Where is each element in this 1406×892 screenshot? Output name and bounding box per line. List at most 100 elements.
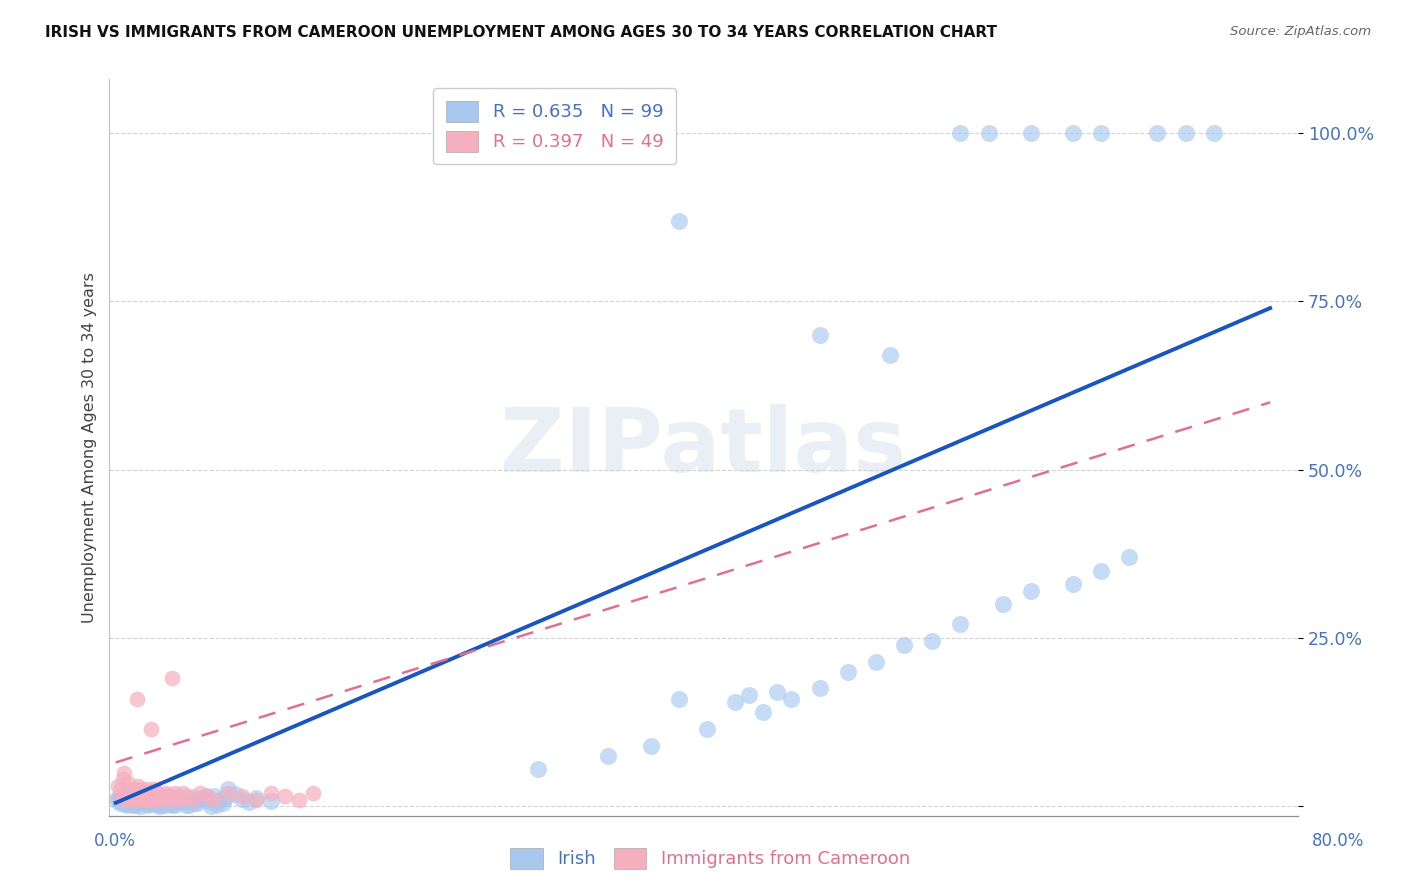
Point [668, 213, 690, 227]
Point [141, 792, 163, 806]
Point [122, 798, 145, 813]
Point [163, 797, 186, 812]
Point [120, 792, 142, 806]
Point [188, 786, 211, 800]
Point [108, 796, 131, 810]
Point [527, 762, 550, 776]
Point [1118, 550, 1140, 565]
Point [173, 794, 195, 808]
Point [111, 772, 134, 787]
Point [169, 794, 191, 808]
Point [134, 792, 156, 806]
Point [231, 789, 253, 804]
Point [1202, 126, 1225, 140]
Point [181, 792, 204, 806]
Point [128, 792, 150, 806]
Point [136, 792, 159, 806]
Point [121, 789, 143, 804]
Point [142, 782, 165, 797]
Point [166, 789, 188, 804]
Point [129, 795, 152, 809]
Point [132, 786, 155, 800]
Point [118, 786, 141, 800]
Point [174, 789, 197, 804]
Point [949, 617, 972, 632]
Point [177, 797, 200, 812]
Point [205, 797, 228, 812]
Text: 80.0%: 80.0% [1312, 831, 1365, 849]
Point [1146, 126, 1168, 140]
Point [117, 788, 139, 802]
Point [143, 796, 166, 810]
Point [766, 685, 789, 699]
Point [105, 793, 128, 807]
Point [287, 792, 309, 806]
Point [1019, 583, 1042, 598]
Point [808, 681, 831, 696]
Point [169, 792, 191, 806]
Point [879, 348, 901, 362]
Point [107, 779, 129, 793]
Point [118, 797, 141, 811]
Point [245, 792, 267, 806]
Point [1019, 126, 1042, 140]
Point [186, 797, 208, 811]
Point [668, 691, 690, 706]
Point [724, 695, 747, 709]
Point [865, 655, 887, 669]
Point [114, 792, 136, 806]
Point [115, 798, 138, 813]
Point [153, 797, 176, 812]
Point [146, 786, 169, 800]
Point [125, 691, 148, 706]
Point [131, 794, 153, 808]
Point [194, 789, 217, 804]
Point [143, 792, 166, 806]
Point [157, 789, 180, 804]
Point [991, 597, 1014, 611]
Point [214, 791, 236, 805]
Point [152, 794, 174, 808]
Text: Source: ZipAtlas.com: Source: ZipAtlas.com [1230, 25, 1371, 38]
Text: IRISH VS IMMIGRANTS FROM CAMEROON UNEMPLOYMENT AMONG AGES 30 TO 34 YEARS CORRELA: IRISH VS IMMIGRANTS FROM CAMEROON UNEMPL… [45, 25, 997, 40]
Point [136, 797, 159, 812]
Point [217, 782, 239, 797]
Point [211, 796, 233, 810]
Point [110, 792, 132, 806]
Point [138, 796, 160, 810]
Point [217, 786, 239, 800]
Point [162, 795, 184, 809]
Point [132, 795, 155, 809]
Point [149, 789, 172, 804]
Point [115, 786, 138, 800]
Point [110, 782, 132, 797]
Point [231, 792, 253, 806]
Point [752, 705, 775, 719]
Point [1062, 126, 1084, 140]
Point [139, 789, 162, 804]
Point [208, 793, 231, 807]
Point [183, 796, 205, 810]
Point [150, 792, 173, 806]
Point [195, 789, 218, 804]
Point [200, 799, 222, 814]
Point [245, 791, 267, 805]
Point [146, 793, 169, 807]
Point [129, 782, 152, 797]
Point [197, 794, 219, 808]
Point [135, 797, 157, 811]
Point [107, 791, 129, 805]
Point [837, 665, 859, 679]
Point [167, 790, 190, 805]
Point [273, 789, 295, 804]
Point [163, 786, 186, 800]
Point [696, 722, 718, 736]
Point [134, 794, 156, 808]
Point [238, 795, 260, 809]
Point [117, 775, 139, 789]
Point [1174, 126, 1197, 140]
Point [1062, 577, 1084, 591]
Point [160, 798, 183, 813]
Point [191, 790, 214, 805]
Point [121, 789, 143, 804]
